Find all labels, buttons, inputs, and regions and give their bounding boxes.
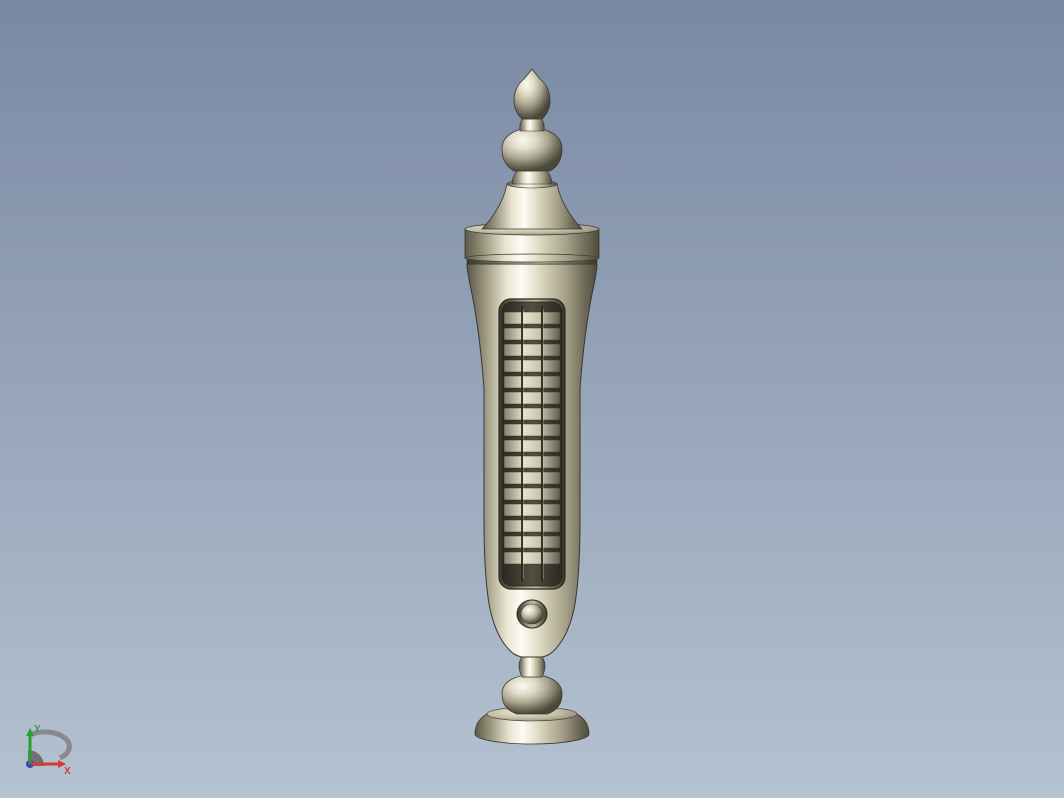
viewport-3d[interactable]: Y X <box>0 0 1064 798</box>
axis-gizmo[interactable]: Y X <box>18 720 78 780</box>
model-cap-spool <box>482 184 582 229</box>
model-pedestal-sphere <box>502 674 562 714</box>
model-grille <box>499 299 565 589</box>
model-finial <box>502 69 562 188</box>
model-stem-spool <box>519 657 545 677</box>
axis-y-label: Y <box>34 724 41 735</box>
model-button <box>517 600 547 628</box>
model-3d[interactable] <box>442 49 622 749</box>
axis-x-label: X <box>64 766 71 777</box>
